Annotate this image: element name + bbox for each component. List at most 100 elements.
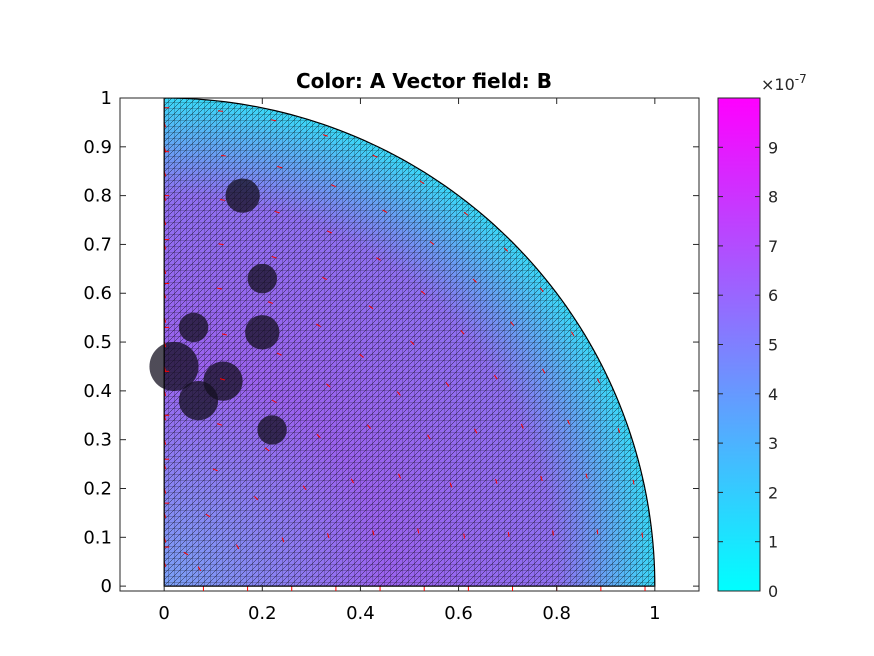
colorbar-tick-label: 1 bbox=[768, 533, 778, 552]
vector-arrow bbox=[325, 383, 331, 388]
vector-arrow bbox=[398, 473, 402, 479]
x-tick-label: 1 bbox=[649, 603, 660, 624]
vector-arrow bbox=[510, 321, 515, 326]
colorbar-tick-label: 0 bbox=[768, 582, 778, 601]
vector-arrow bbox=[427, 434, 431, 440]
mesh-patch bbox=[225, 178, 260, 213]
vector-arrow bbox=[540, 475, 543, 482]
vector-arrow bbox=[420, 290, 426, 295]
vector-arrow bbox=[463, 211, 469, 216]
mesh-patch bbox=[149, 341, 199, 391]
mesh-patch bbox=[203, 361, 243, 401]
colorbar-tick-label: 6 bbox=[768, 286, 778, 305]
vector-arrow bbox=[183, 551, 189, 556]
y-tick-label: 0.5 bbox=[83, 332, 112, 353]
vector-arrow bbox=[221, 154, 227, 157]
vector-arrow bbox=[316, 323, 321, 327]
y-axis: 0 0.1 0.2 0.3 0.4 0.5 0.6 0.7 0.8 0.9 1 bbox=[83, 88, 699, 597]
vector-arrow bbox=[205, 513, 211, 518]
vector-arrow bbox=[264, 447, 270, 452]
vector-arrow bbox=[493, 374, 498, 380]
vector-arrow bbox=[372, 530, 375, 536]
vector-arrow bbox=[495, 478, 498, 484]
y-tick-label: 0.6 bbox=[83, 283, 112, 304]
colorbar-tick-label: 2 bbox=[768, 483, 778, 502]
y-tick-label: 0.9 bbox=[83, 137, 112, 158]
vector-arrow bbox=[276, 352, 282, 356]
vector-arrow bbox=[217, 110, 224, 112]
vector-arrow bbox=[460, 330, 465, 335]
x-axis: 0 0.2 0.4 0.6 0.8 1 bbox=[158, 98, 661, 624]
vector-arrow bbox=[350, 478, 355, 484]
vector-arrow bbox=[281, 537, 285, 543]
vector-arrow bbox=[382, 209, 388, 213]
vector-arrow bbox=[503, 247, 509, 252]
dense-mesh-patches bbox=[149, 178, 287, 445]
vector-arrow bbox=[368, 305, 374, 310]
vector-arrow bbox=[367, 424, 371, 430]
chart-title: Color: A Vector field: B bbox=[296, 69, 552, 93]
vector-arrow bbox=[274, 210, 280, 214]
vector-arrow bbox=[216, 287, 222, 290]
colorbar-tick-label: 4 bbox=[768, 385, 778, 404]
vector-arrow bbox=[221, 333, 228, 336]
mesh-patch bbox=[247, 263, 278, 294]
y-tick-label: 0.4 bbox=[83, 381, 112, 402]
vector-arrow bbox=[463, 533, 466, 539]
vector-arrow bbox=[596, 529, 599, 535]
vector-arrow bbox=[474, 428, 478, 434]
vector-arrow bbox=[235, 544, 240, 550]
vector-arrow bbox=[632, 479, 635, 485]
plot-area bbox=[149, 98, 656, 591]
colorbar-tick-label: 5 bbox=[768, 336, 778, 355]
colorbar-tick-label: 7 bbox=[768, 237, 778, 256]
vector-arrow bbox=[417, 528, 420, 534]
vector-arrow bbox=[322, 134, 328, 137]
x-tick-label: 0.4 bbox=[346, 603, 375, 624]
vector-arrow bbox=[327, 533, 330, 539]
vector-arrow bbox=[271, 399, 277, 404]
mesh-patch bbox=[178, 312, 209, 343]
vector-arrow bbox=[277, 166, 283, 169]
vector-arrow bbox=[376, 257, 381, 261]
vector-arrow bbox=[271, 119, 277, 122]
x-tick-label: 0.6 bbox=[444, 603, 473, 624]
colorbar bbox=[717, 97, 761, 592]
vector-arrow bbox=[552, 530, 554, 536]
y-tick-label: 0.8 bbox=[83, 186, 112, 207]
vector-arrow bbox=[322, 276, 328, 281]
vector-arrow bbox=[219, 199, 226, 201]
mesh-patch bbox=[257, 415, 287, 445]
colorbar-tick-label: 3 bbox=[768, 434, 778, 453]
vector-arrow bbox=[539, 287, 544, 293]
y-tick-label: 1 bbox=[101, 88, 112, 109]
vector-arrow bbox=[359, 353, 364, 358]
vector-arrow bbox=[541, 368, 546, 374]
vector-arrow bbox=[302, 485, 307, 491]
y-tick-label: 0.3 bbox=[83, 430, 112, 451]
y-tick-label: 0 bbox=[101, 576, 112, 597]
vector-arrow bbox=[271, 256, 277, 259]
vector-arrow bbox=[212, 468, 218, 472]
vector-arrow bbox=[507, 531, 510, 537]
x-tick-label: 0 bbox=[158, 603, 169, 624]
vector-arrow bbox=[596, 378, 601, 384]
vector-arrow bbox=[219, 378, 225, 381]
vector-arrow bbox=[449, 482, 453, 488]
vector-arrow bbox=[327, 230, 332, 234]
vector-arrow bbox=[197, 566, 202, 572]
vector-arrow bbox=[372, 154, 378, 158]
colorbar-multiplier: ×10-7 bbox=[761, 72, 807, 94]
vector-arrow bbox=[567, 419, 570, 425]
y-tick-label: 0.7 bbox=[83, 234, 112, 255]
vector-arrow bbox=[419, 180, 425, 185]
vector-arrow bbox=[520, 423, 524, 429]
vector-arrow bbox=[217, 423, 223, 426]
vector-arrow bbox=[396, 391, 401, 396]
vector-arrow bbox=[445, 382, 450, 387]
x-tick-label: 0.8 bbox=[542, 603, 571, 624]
vector-arrow bbox=[410, 340, 415, 345]
mesh-patch bbox=[245, 315, 280, 350]
vector-arrow bbox=[254, 496, 259, 501]
